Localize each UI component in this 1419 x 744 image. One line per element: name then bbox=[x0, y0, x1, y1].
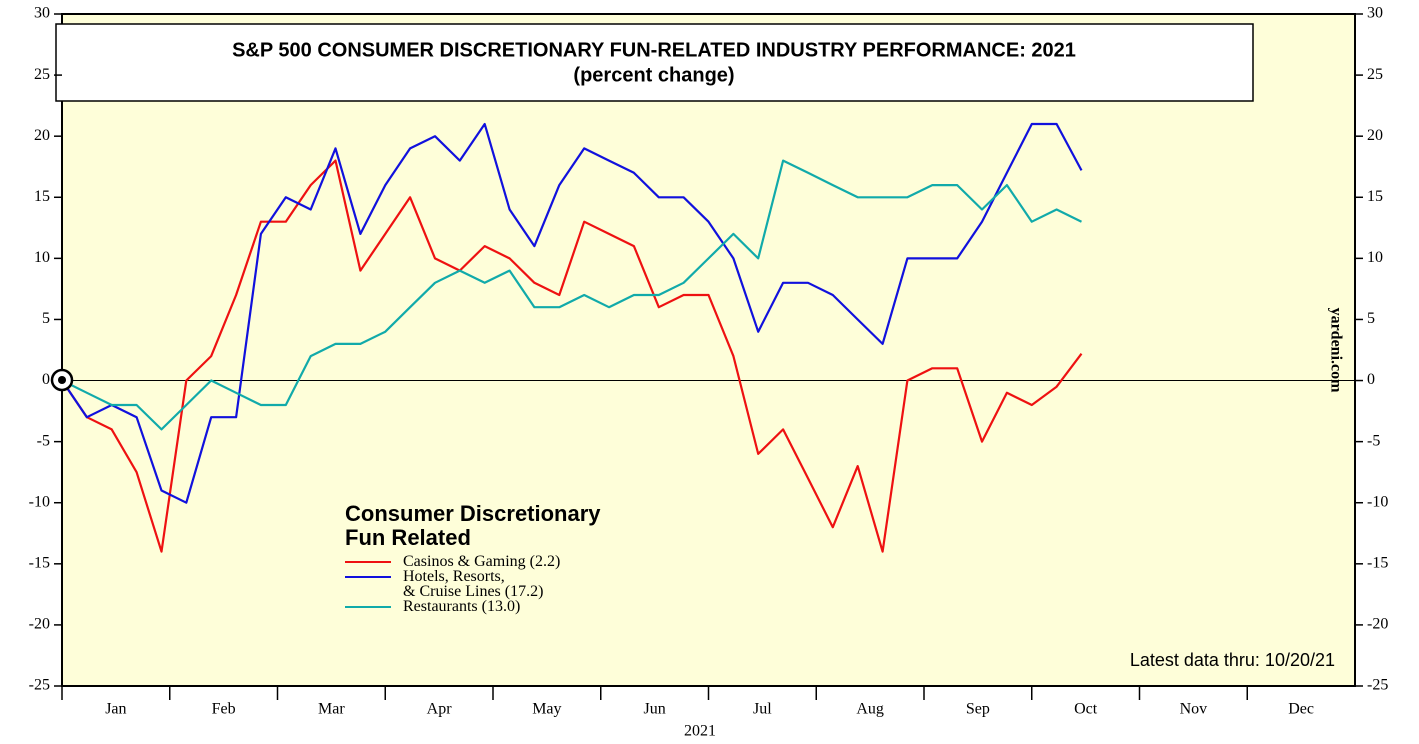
annotation: Latest data thru: 10/20/21 bbox=[1130, 650, 1335, 670]
x-tick-label: Jan bbox=[105, 701, 126, 718]
x-tick-label: Mar bbox=[318, 701, 345, 718]
y-tick-label: -10 bbox=[29, 493, 50, 510]
watermark: yardeni.com bbox=[1327, 308, 1344, 394]
legend-entry: Hotels, Resorts, & Cruise Lines (17.2) bbox=[345, 568, 601, 600]
y-tick-label: -20 bbox=[29, 616, 50, 633]
y2-tick-label: 0 bbox=[1367, 371, 1375, 388]
legend: Consumer Discretionary Fun Related Casin… bbox=[345, 501, 601, 615]
y2-tick-label: 30 bbox=[1367, 5, 1383, 22]
y-tick-label: 20 bbox=[34, 127, 50, 144]
series-line bbox=[61, 122, 1083, 504]
x-axis-label: 2021 bbox=[684, 723, 716, 740]
x-tick-label: Dec bbox=[1288, 701, 1314, 718]
series-line bbox=[61, 159, 1083, 553]
chart-title: S&P 500 CONSUMER DISCRETIONARY FUN-RELAT… bbox=[232, 39, 1076, 61]
x-tick-label: Oct bbox=[1074, 701, 1098, 718]
y2-tick-label: 5 bbox=[1367, 310, 1375, 327]
legend-label: Casinos & Gaming (2.2) bbox=[403, 553, 561, 570]
series-lines bbox=[61, 122, 1083, 553]
legend-swatch bbox=[345, 576, 391, 578]
y2-tick-label: 10 bbox=[1367, 249, 1383, 266]
y-tick-label: -25 bbox=[29, 677, 50, 694]
y2-tick-label: -25 bbox=[1367, 677, 1388, 694]
y-tick-label: -15 bbox=[29, 554, 50, 571]
legend-label: Restaurants (13.0) bbox=[403, 598, 521, 615]
y2-tick-label: -15 bbox=[1367, 554, 1388, 571]
plot-area bbox=[61, 13, 1356, 687]
x-tick-label: Feb bbox=[212, 701, 236, 718]
y-tick-label: 10 bbox=[34, 249, 50, 266]
y2-tick-label: -5 bbox=[1367, 432, 1380, 449]
legend-swatch bbox=[345, 606, 391, 608]
legend-label: Hotels, Resorts, & Cruise Lines (17.2) bbox=[403, 568, 544, 600]
legend-entry: Restaurants (13.0) bbox=[345, 598, 601, 615]
legend-entry: Casinos & Gaming (2.2) bbox=[345, 553, 601, 570]
x-tick-label: Jun bbox=[644, 701, 666, 718]
x-tick-label: May bbox=[532, 701, 561, 718]
y2-tick-label: -20 bbox=[1367, 616, 1388, 633]
title-box bbox=[55, 23, 1254, 102]
y-tick-label: 15 bbox=[34, 188, 50, 205]
y-tick-label: 0 bbox=[42, 371, 50, 388]
y2-tick-label: -10 bbox=[1367, 493, 1388, 510]
series-line bbox=[61, 159, 1082, 431]
legend-title: Consumer Discretionary Fun Related bbox=[345, 501, 601, 550]
x-tick-label: Sep bbox=[966, 701, 990, 718]
x-tick-label: Aug bbox=[856, 701, 884, 718]
y-tick-label: 30 bbox=[34, 5, 50, 22]
y-tick-label: -5 bbox=[37, 432, 50, 449]
x-tick-label: Apr bbox=[427, 701, 453, 718]
y2-tick-label: 20 bbox=[1367, 127, 1383, 144]
y-tick-label: 5 bbox=[42, 310, 50, 327]
axes: -25 -25 -20 -20 -15 -15 -10 -10 -5 -5 0 0 5 5 10 10 15 15… bbox=[29, 5, 1389, 718]
y2-tick-label: 15 bbox=[1367, 188, 1383, 205]
x-tick-label: Jul bbox=[753, 701, 772, 718]
x-tick-label: Nov bbox=[1180, 701, 1208, 718]
y-tick-label: 25 bbox=[34, 66, 50, 83]
y2-tick-label: 25 bbox=[1367, 66, 1383, 83]
legend-swatch bbox=[345, 561, 391, 563]
chart-subtitle: (percent change) bbox=[573, 64, 734, 86]
origin-marker-dot bbox=[58, 376, 66, 384]
